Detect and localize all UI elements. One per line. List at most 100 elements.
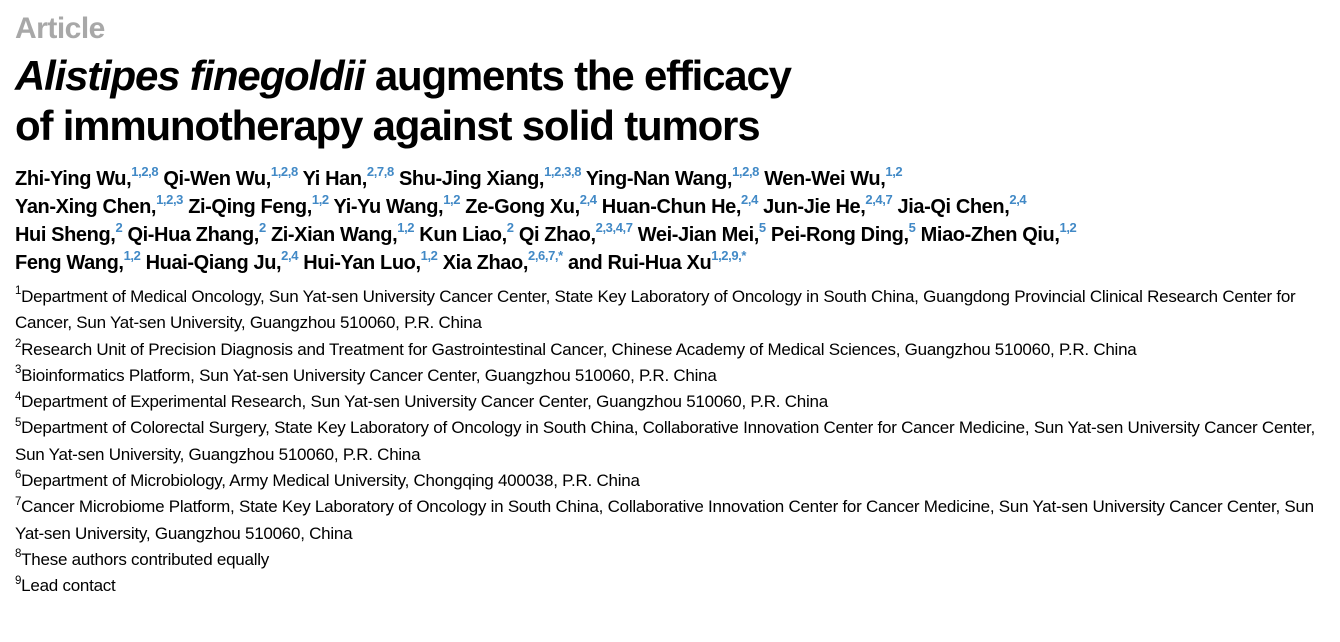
author: Wen-Wei Wu,1,2: [764, 165, 902, 190]
author: Yi Han,2,7,8: [302, 165, 395, 190]
author: Yi-Yu Wang,1,2: [333, 193, 461, 218]
author-affiliation-superscript: 1,2,8: [732, 164, 760, 180]
author-name: Xia Zhao,: [442, 252, 529, 274]
author-name: Yi Han,: [302, 168, 368, 190]
article-kicker: Article: [15, 12, 105, 45]
author-affiliation-superscript: 2,4: [741, 192, 758, 208]
author-name: Qi Zhao,: [518, 224, 596, 246]
author: Ze-Gong Xu,2,4: [465, 193, 597, 218]
author-affiliation-superscript: 1,2,8: [270, 164, 298, 180]
author-affiliation-superscript: 2,3,4,7: [595, 220, 633, 236]
affiliation-number-superscript: 8: [15, 548, 22, 561]
author: Zi-Xian Wang,1,2: [270, 221, 415, 246]
affiliation-text: Lead contact: [21, 576, 116, 596]
author-affiliation-superscript: 1,2,3,8: [544, 164, 582, 180]
author-name: Qi-Wen Wu,: [163, 168, 271, 190]
author: Jia-Qi Chen,2,4: [897, 193, 1026, 218]
author-name: Rui-Hua Xu: [607, 252, 712, 274]
author: Ying-Nan Wang,1,2,8: [586, 165, 760, 190]
author: Yan-Xing Chen,1,2,3: [15, 193, 183, 218]
author-affiliation-superscript: 2: [506, 220, 514, 236]
author-name: Pei-Rong Ding,: [770, 224, 909, 246]
author-affiliation-superscript: 2,6,7,*: [528, 248, 563, 264]
affiliation-text: These authors contributed equally: [21, 549, 270, 569]
author-affiliation-superscript: 5: [758, 220, 766, 236]
article-title-line2: of immunotherapy against solid tumors: [15, 102, 761, 149]
author-name: Huan-Chun He,: [601, 196, 742, 218]
affiliation-entry: 8These authors contributed equally: [15, 547, 1326, 573]
article-title-species-italic: Alistipes finegoldii: [15, 52, 366, 99]
affiliation-entry: 9Lead contact: [15, 573, 1326, 599]
affiliation-number-superscript: 3: [15, 364, 22, 377]
affiliation-entry: 6Department of Microbiology, Army Medica…: [15, 468, 1326, 494]
author: Feng Wang,1,2: [15, 249, 141, 274]
author-affiliation-superscript: 2,7,8: [366, 164, 394, 180]
author: Miao-Zhen Qiu,1,2: [920, 221, 1077, 246]
author-affiliation-superscript: 1,2: [311, 192, 329, 208]
author-affiliation-superscript: 1,2: [397, 220, 415, 236]
affiliation-list: 1Department of Medical Oncology, Sun Yat…: [15, 284, 1326, 600]
author-name: Wei-Jian Mei,: [637, 224, 760, 246]
author-affiliation-superscript: 2,4: [579, 192, 597, 208]
author-name: Miao-Zhen Qiu,: [920, 224, 1060, 246]
author: Shu-Jing Xiang,1,2,3,8: [399, 165, 581, 190]
author-affiliation-superscript: 1,2: [885, 164, 903, 180]
author-name: Zi-Xian Wang,: [270, 224, 398, 246]
author-affiliation-superscript: 1,2,8: [131, 164, 159, 180]
author-affiliation-superscript: 2: [258, 220, 266, 236]
author: Qi Zhao,2,3,4,7: [518, 221, 633, 246]
author-list: Zhi-Ying Wu,1,2,8 Qi-Wen Wu,1,2,8 Yi Han…: [15, 164, 1077, 274]
author-affiliation-superscript: 1,2: [1059, 220, 1077, 236]
author-affiliation-superscript: 1,2: [443, 192, 461, 208]
author: Huai-Qiang Ju,2,4: [145, 249, 299, 274]
affiliation-entry: 2Research Unit of Precision Diagnosis an…: [15, 337, 1326, 363]
affiliation-text: Department of Experimental Research, Sun…: [21, 392, 828, 412]
author-affiliation-superscript: 5: [908, 220, 916, 236]
author-name: Wen-Wei Wu,: [764, 168, 886, 190]
author-name: Hui-Yan Luo,: [303, 252, 421, 274]
affiliation-number-superscript: 7: [15, 495, 22, 508]
author-name: Kun Liao,: [419, 224, 507, 246]
author: Kun Liao,2: [419, 221, 514, 246]
article-title: Alistipes finegoldii augments the effica…: [15, 51, 1326, 151]
author: Huan-Chun He,2,4: [601, 193, 759, 218]
affiliation-number-superscript: 4: [15, 390, 22, 403]
article-title-line1-rest: augments the efficacy: [364, 52, 792, 99]
author-name: Feng Wang,: [15, 252, 124, 274]
affiliation-entry: 3Bioinformatics Platform, Sun Yat-sen Un…: [15, 363, 1326, 389]
author-name: Jia-Qi Chen,: [897, 196, 1010, 218]
author-affiliation-superscript: 2,4: [1009, 192, 1027, 208]
author-affiliation-superscript: 2: [115, 220, 123, 236]
author-name: Huai-Qiang Ju,: [145, 252, 282, 274]
affiliation-entry: 4Department of Experimental Research, Su…: [15, 389, 1326, 415]
author-name: Zi-Qing Feng,: [188, 196, 312, 218]
author-name: Hui Sheng,: [15, 224, 116, 246]
author: Jun-Jie He,2,4,7: [763, 193, 893, 218]
affiliation-text: Department of Microbiology, Army Medical…: [21, 471, 640, 491]
affiliation-text: Research Unit of Precision Diagnosis and…: [21, 339, 1137, 359]
affiliation-number-superscript: 6: [15, 469, 22, 482]
author-affiliation-superscript: 1,2: [420, 248, 438, 264]
author-affiliation-superscript: 2,4: [281, 248, 299, 264]
author-affiliation-superscript: 2,4,7: [865, 192, 893, 208]
affiliation-number-superscript: 9: [15, 574, 22, 587]
author: Hui Sheng,2: [15, 221, 123, 246]
author-name: Jun-Jie He,: [763, 196, 866, 218]
affiliation-entry: 7Cancer Microbiome Platform, State Key L…: [15, 494, 1326, 547]
author-name: Zhi-Ying Wu,: [15, 168, 132, 190]
author: Pei-Rong Ding,5: [770, 221, 916, 246]
affiliation-text: Cancer Microbiome Platform, State Key La…: [15, 497, 1314, 543]
author-affiliation-superscript: 1,2,3: [156, 192, 184, 208]
author-affiliation-superscript: 1,2,9,*: [711, 248, 747, 264]
author: Hui-Yan Luo,1,2: [303, 249, 438, 274]
affiliation-number-superscript: 1: [15, 285, 22, 298]
affiliation-text: Department of Medical Oncology, Sun Yat-…: [15, 287, 1296, 333]
author-name: Ze-Gong Xu,: [465, 196, 580, 218]
author: Qi-Wen Wu,1,2,8: [163, 165, 298, 190]
author: Zhi-Ying Wu,1,2,8: [15, 165, 159, 190]
affiliation-text: Bioinformatics Platform, Sun Yat-sen Uni…: [21, 365, 717, 385]
affiliation-entry: 5Department of Colorectal Surgery, State…: [15, 415, 1326, 468]
author: Wei-Jian Mei,5: [637, 221, 766, 246]
author-name: Yi-Yu Wang,: [333, 196, 444, 218]
